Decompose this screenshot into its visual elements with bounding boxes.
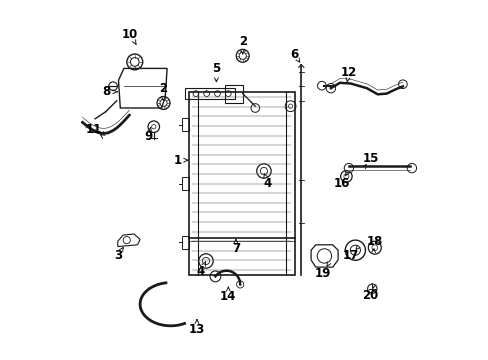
Text: 4: 4 [263, 177, 271, 190]
Text: 14: 14 [220, 291, 236, 303]
Text: 18: 18 [366, 235, 382, 248]
Text: 13: 13 [188, 323, 204, 336]
Text: 5: 5 [212, 62, 220, 75]
Text: 9: 9 [144, 130, 152, 143]
Text: 12: 12 [340, 66, 356, 78]
Text: 3: 3 [114, 249, 122, 262]
Text: 4: 4 [196, 265, 204, 278]
Text: 1: 1 [173, 154, 182, 167]
Text: 6: 6 [289, 48, 298, 60]
Text: 11: 11 [86, 123, 102, 136]
Text: 2: 2 [159, 82, 167, 95]
Text: 17: 17 [342, 249, 358, 262]
Text: 10: 10 [122, 28, 138, 41]
Text: 7: 7 [231, 242, 240, 255]
Text: 8: 8 [102, 85, 110, 98]
Text: 20: 20 [362, 289, 378, 302]
Text: 15: 15 [362, 152, 379, 165]
Text: 16: 16 [333, 177, 349, 190]
Text: 2: 2 [238, 35, 246, 48]
Text: 19: 19 [314, 267, 330, 280]
